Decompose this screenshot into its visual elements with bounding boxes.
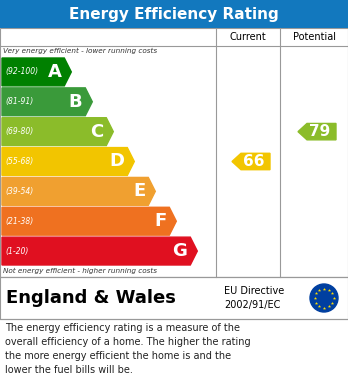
Text: F: F — [154, 212, 166, 230]
Polygon shape — [2, 88, 92, 116]
Text: EU Directive
2002/91/EC: EU Directive 2002/91/EC — [224, 286, 284, 310]
Polygon shape — [298, 124, 336, 140]
Text: C: C — [90, 123, 103, 141]
Text: A: A — [47, 63, 61, 81]
Text: England & Wales: England & Wales — [6, 289, 176, 307]
Polygon shape — [232, 153, 270, 170]
Text: (1-20): (1-20) — [5, 247, 29, 256]
Polygon shape — [2, 118, 113, 145]
Text: 79: 79 — [309, 124, 331, 139]
Text: B: B — [69, 93, 82, 111]
Bar — [0, 0, 348, 28]
Text: The energy efficiency rating is a measure of the
overall efficiency of a home. T: The energy efficiency rating is a measur… — [5, 323, 251, 375]
Text: (92-100): (92-100) — [5, 67, 38, 76]
Polygon shape — [2, 178, 155, 205]
Text: (81-91): (81-91) — [5, 97, 33, 106]
Text: Very energy efficient - lower running costs: Very energy efficient - lower running co… — [3, 48, 157, 54]
Text: Not energy efficient - higher running costs: Not energy efficient - higher running co… — [3, 268, 157, 274]
Text: E: E — [133, 182, 145, 200]
Text: Energy Efficiency Rating: Energy Efficiency Rating — [69, 7, 279, 22]
Text: (39-54): (39-54) — [5, 187, 33, 196]
Polygon shape — [2, 237, 197, 265]
Text: 66: 66 — [243, 154, 265, 169]
Text: (55-68): (55-68) — [5, 157, 33, 166]
Bar — [0, 277, 348, 319]
Text: Potential: Potential — [293, 32, 335, 42]
Circle shape — [310, 284, 338, 312]
Text: (21-38): (21-38) — [5, 217, 33, 226]
Text: Current: Current — [230, 32, 266, 42]
Text: D: D — [109, 152, 124, 170]
Text: G: G — [172, 242, 187, 260]
Polygon shape — [2, 207, 176, 235]
Bar — [0, 28, 348, 277]
Polygon shape — [2, 58, 71, 86]
Polygon shape — [2, 147, 134, 176]
Text: (69-80): (69-80) — [5, 127, 33, 136]
